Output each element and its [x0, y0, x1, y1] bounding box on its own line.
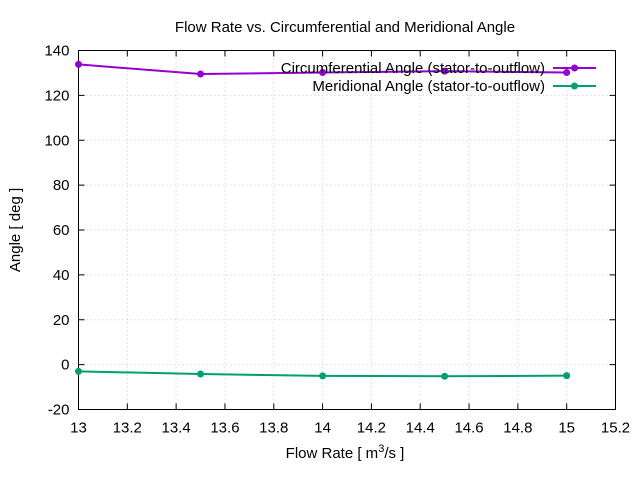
data-point: [319, 68, 327, 76]
y-tick-label: -20: [48, 402, 70, 419]
y-tick-label: 0: [61, 357, 69, 374]
x-tick-label: 13.8: [259, 420, 288, 437]
x-axis-title-sup: 3: [378, 443, 384, 455]
x-tick-label: 14: [314, 420, 331, 437]
legend: Circumferential Angle (stator-to-outflow…: [281, 60, 596, 95]
chart-title: Flow Rate vs. Circumferential and Meridi…: [175, 19, 515, 36]
x-tick-label: 13.2: [113, 420, 142, 437]
ticks: 13 13.2 13.4 13.6 13.8 14 14.2 14.4 14.6 14.8 15 15…: [44, 43, 630, 437]
data-point: [197, 370, 205, 378]
x-tick-label: 15.2: [601, 420, 630, 437]
x-tick-label: 14.2: [357, 420, 386, 437]
y-tick-label: 80: [53, 177, 70, 194]
data-point: [441, 67, 449, 75]
grid: [78, 50, 616, 410]
x-axis-title: Flow Rate [ m3/s ]: [286, 443, 405, 462]
series: [75, 60, 571, 380]
x-tick-label: 13.4: [162, 420, 191, 437]
x-tick-label: 15: [558, 420, 575, 437]
x-axis-title-main: Flow Rate [ m: [286, 445, 379, 462]
y-tick-label: 120: [44, 87, 69, 104]
y-axis-title: Angle [ deg ]: [7, 188, 24, 272]
data-point: [75, 367, 82, 375]
y-tick-label: 140: [44, 43, 69, 60]
data-point: [441, 372, 449, 380]
x-tick-label: 14.8: [503, 420, 532, 437]
x-axis-title-tail: /s ]: [384, 445, 404, 462]
series-1: [75, 60, 571, 78]
data-point: [563, 68, 571, 76]
y-tick-label: 100: [44, 132, 69, 149]
legend-item: Circumferential Angle (stator-to-outflow…: [281, 60, 596, 77]
series-2: [75, 367, 571, 380]
x-tick-label: 14.4: [406, 420, 435, 437]
x-tick-label: 13: [70, 420, 87, 437]
x-tick-label: 14.6: [454, 420, 483, 437]
data-point: [197, 70, 205, 78]
x-tick-label: 13.6: [210, 420, 239, 437]
legend-marker: [571, 82, 578, 90]
y-tick-label: 60: [53, 222, 70, 239]
data-point: [75, 60, 82, 68]
data-point: [563, 372, 571, 380]
legend-label: Meridional Angle (stator-to-outflow): [312, 78, 545, 95]
y-tick-label: 40: [53, 267, 70, 284]
legend-label: Circumferential Angle (stator-to-outflow…: [281, 60, 545, 77]
y-tick-label: 20: [53, 312, 70, 329]
legend-item: Meridional Angle (stator-to-outflow): [312, 78, 596, 95]
legend-marker: [571, 64, 578, 72]
data-point: [319, 372, 327, 380]
